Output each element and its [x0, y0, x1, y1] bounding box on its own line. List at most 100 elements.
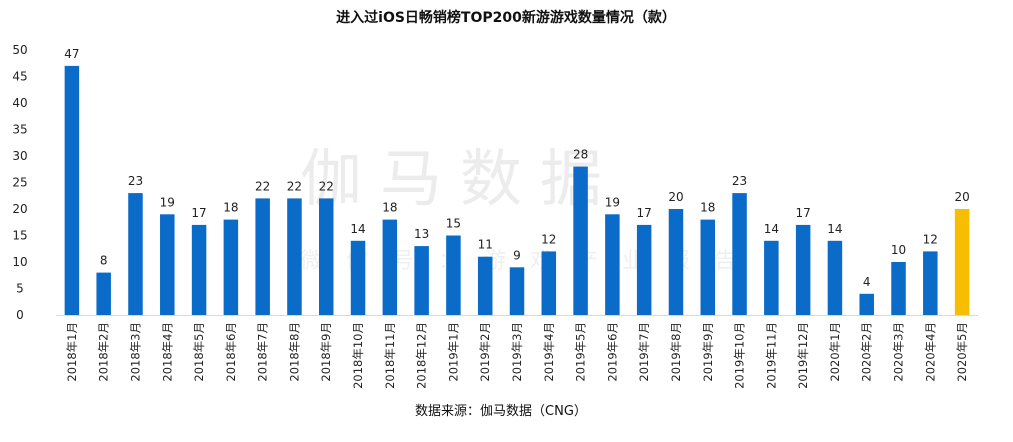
data-label: 14	[827, 222, 842, 236]
data-label: 8	[100, 254, 108, 268]
data-label: 17	[795, 206, 810, 220]
y-tick-label: 5	[16, 282, 24, 296]
data-label: 17	[637, 206, 652, 220]
y-tick-label: 25	[12, 176, 27, 190]
bar	[605, 214, 620, 315]
bar	[128, 193, 143, 315]
y-tick-label: 15	[12, 229, 27, 243]
data-label: 23	[128, 174, 143, 188]
data-label: 9	[513, 248, 521, 262]
data-label: 13	[414, 227, 429, 241]
data-label: 12	[541, 232, 556, 246]
watermark-sub: 微信号：游戏产业报告	[300, 249, 760, 274]
x-tick-label: 2019年10月	[733, 322, 747, 389]
chart-title: 进入过iOS日畅销榜TOP200新游游戏数量情况（款）	[336, 9, 676, 26]
data-label: 15	[446, 217, 461, 231]
data-label: 23	[732, 174, 747, 188]
data-label: 10	[891, 243, 906, 257]
bar	[446, 235, 461, 315]
x-tick-label: 2019年4月	[542, 322, 556, 382]
x-tick-label: 2018年4月	[160, 322, 174, 382]
bar	[96, 272, 111, 315]
bar	[764, 240, 779, 315]
y-tick-label: 50	[12, 43, 27, 57]
x-tick-label: 2019年8月	[669, 322, 683, 382]
bar	[350, 240, 366, 315]
bar	[923, 251, 938, 315]
bar	[954, 209, 970, 315]
data-label: 22	[287, 179, 302, 193]
y-tick-label: 20	[12, 202, 27, 216]
x-tick-label: 2019年2月	[478, 322, 492, 382]
bar	[255, 198, 270, 315]
x-tick-label: 2019年1月	[446, 322, 460, 382]
bar	[509, 267, 525, 315]
x-tick-label: 2018年1月	[65, 322, 79, 382]
x-tick-label: 2019年7月	[637, 322, 651, 382]
data-label: 12	[923, 232, 938, 246]
x-tick-label: 2018年7月	[256, 322, 270, 382]
y-tick-label: 40	[12, 96, 27, 110]
bars	[64, 65, 970, 316]
bar	[891, 262, 906, 315]
data-source: 数据来源：伽马数据（CNG）	[415, 404, 587, 419]
data-label: 18	[382, 201, 397, 215]
x-tick-label: 2018年10月	[351, 322, 365, 389]
data-label: 20	[954, 190, 969, 204]
data-label: 18	[223, 201, 238, 215]
bar	[191, 224, 207, 315]
bar	[700, 219, 716, 315]
watermark-main: 伽马数据	[300, 142, 620, 215]
bar	[636, 224, 652, 315]
x-tick-label: 2019年6月	[605, 322, 619, 382]
data-label: 19	[160, 195, 175, 209]
x-tick-label: 2018年12月	[415, 322, 429, 389]
data-label: 22	[319, 179, 334, 193]
x-tick-label: 2020年4月	[923, 322, 937, 382]
x-tick-label: 2018年9月	[319, 322, 333, 382]
bar	[477, 256, 493, 315]
data-label: 20	[668, 190, 683, 204]
bar	[160, 214, 175, 315]
x-tick-label: 2019年11月	[764, 322, 778, 389]
data-label: 28	[573, 148, 588, 162]
data-label: 4	[863, 275, 871, 289]
x-tick-label: 2018年2月	[97, 322, 111, 382]
data-label: 14	[764, 222, 779, 236]
data-label: 18	[700, 201, 715, 215]
bar	[318, 198, 334, 315]
y-tick-label: 30	[12, 149, 27, 163]
x-tick-label: 2018年11月	[383, 322, 397, 389]
data-label: 19	[605, 195, 620, 209]
bar	[541, 251, 557, 315]
data-labels: 47 8 23 19 17 18 22 22 22 14 18 13 15 11 9 12 28 19 17 20 18…	[64, 47, 969, 289]
data-label: 22	[255, 179, 270, 193]
x-tick-label: 2018年5月	[192, 322, 206, 382]
x-tick-label: 2019年3月	[510, 322, 524, 382]
x-tick-label: 2020年1月	[828, 322, 842, 382]
watermark: 伽马数据 微信号：游戏产业报告	[300, 142, 760, 274]
x-tick-label: 2018年3月	[128, 322, 142, 382]
x-tick-label: 2018年8月	[287, 322, 301, 382]
y-tick-label: 10	[12, 255, 27, 269]
x-tick-label: 2019年5月	[574, 322, 588, 382]
bar	[827, 240, 843, 315]
y-axis: 0 5 10 15 20 25 30 35 40 45 50	[12, 43, 27, 322]
bar	[287, 198, 302, 315]
x-tick-label: 2020年3月	[892, 322, 906, 382]
bar	[732, 193, 747, 315]
x-axis-labels: 2018年1月 2018年2月 2018年3月 2018年4月 2018年5月 2018年…	[65, 322, 969, 389]
bar	[414, 246, 429, 315]
x-tick-label: 2018年6月	[224, 322, 238, 382]
bar	[64, 65, 80, 316]
data-label: 14	[350, 222, 365, 236]
data-label: 17	[191, 206, 206, 220]
bar	[382, 219, 398, 315]
x-tick-label: 2020年5月	[955, 322, 969, 382]
y-tick-label: 0	[16, 308, 24, 322]
data-label: 47	[64, 47, 79, 61]
bar	[223, 219, 239, 315]
data-label: 11	[478, 238, 493, 252]
x-tick-label: 2020年2月	[860, 322, 874, 382]
